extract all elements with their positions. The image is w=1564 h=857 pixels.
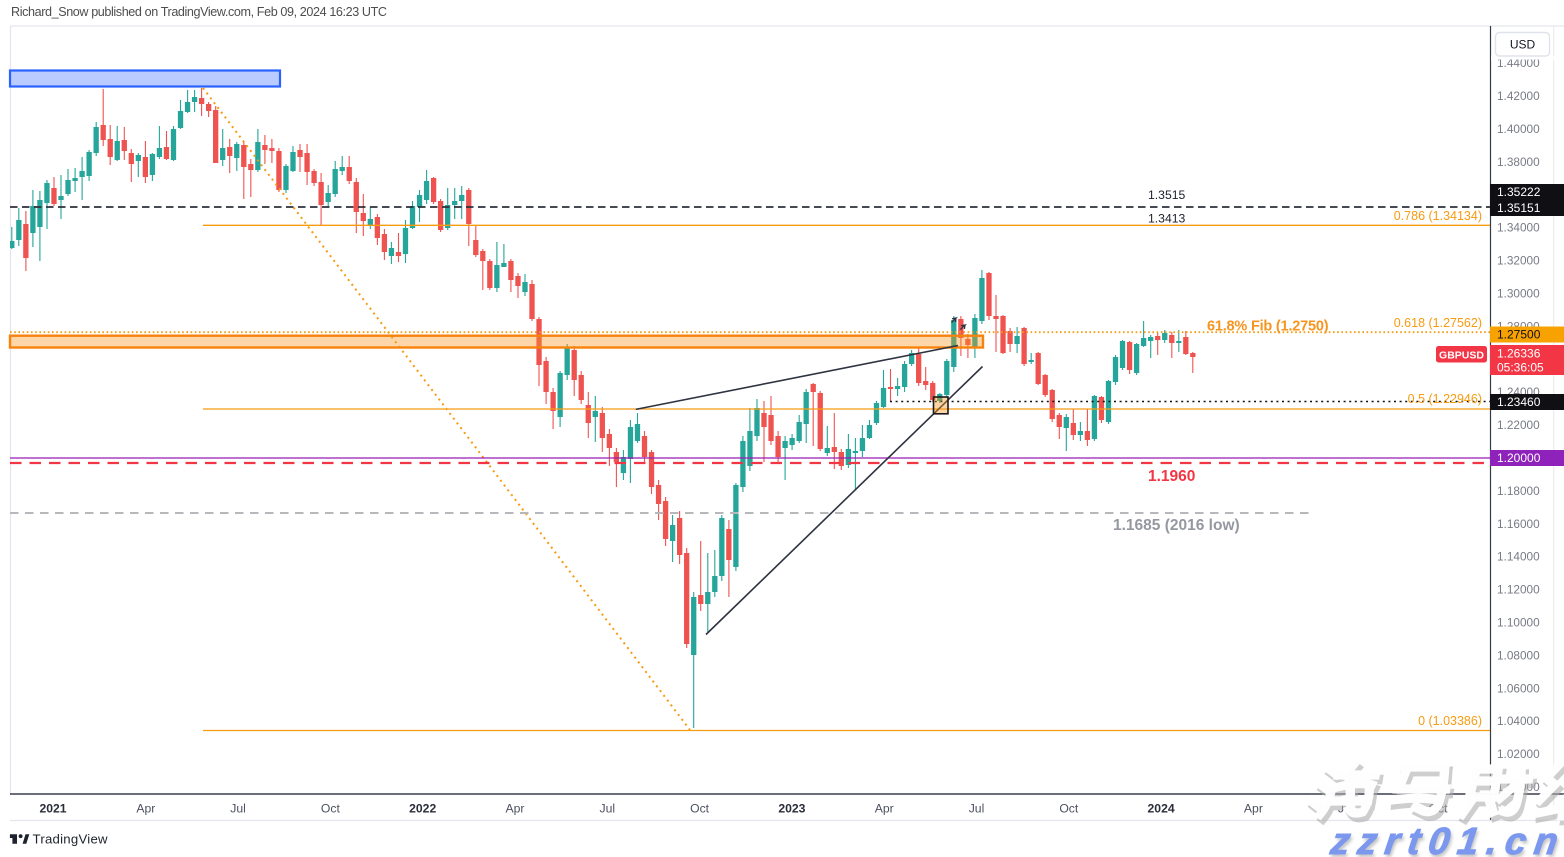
svg-text:1.16000: 1.16000 — [1497, 517, 1540, 531]
svg-text:Jul: Jul — [600, 802, 616, 816]
svg-text:1.23460: 1.23460 — [1497, 395, 1541, 409]
svg-text:1.14000: 1.14000 — [1497, 550, 1540, 564]
svg-text:Apr: Apr — [136, 802, 155, 816]
svg-text:1.3515: 1.3515 — [1148, 188, 1185, 202]
svg-text:1.02000: 1.02000 — [1497, 747, 1540, 761]
svg-text:2024: 2024 — [1148, 802, 1175, 816]
svg-text:61.8% Fib (1.2750): 61.8% Fib (1.2750) — [1207, 319, 1329, 335]
svg-text:1.35151: 1.35151 — [1497, 201, 1541, 215]
svg-text:1.30000: 1.30000 — [1497, 287, 1540, 301]
svg-text:0 (1.03386): 0 (1.03386) — [1418, 714, 1482, 728]
svg-text:2023: 2023 — [778, 802, 805, 816]
svg-text:Oct: Oct — [690, 802, 710, 816]
svg-text:1.1685 (2016 low): 1.1685 (2016 low) — [1113, 517, 1240, 534]
svg-text:1.10000: 1.10000 — [1497, 616, 1540, 630]
svg-text:1.1960: 1.1960 — [1148, 468, 1195, 485]
svg-text:Apr: Apr — [1244, 802, 1263, 816]
svg-text:Jul: Jul — [969, 802, 985, 816]
svg-text:Apr: Apr — [506, 802, 525, 816]
svg-text:0.786 (1.34134): 0.786 (1.34134) — [1394, 209, 1482, 223]
svg-text:2022: 2022 — [409, 802, 436, 816]
svg-text:1.42000: 1.42000 — [1497, 89, 1540, 103]
svg-text:TradingView: TradingView — [33, 832, 109, 847]
svg-text:Jul: Jul — [230, 802, 246, 816]
svg-text:0.618 (1.27562): 0.618 (1.27562) — [1394, 316, 1482, 330]
svg-text:Apr: Apr — [875, 802, 894, 816]
svg-text:2021: 2021 — [39, 802, 66, 816]
svg-text:1.22000: 1.22000 — [1497, 418, 1540, 432]
svg-text:1.20000: 1.20000 — [1497, 451, 1541, 465]
svg-text:Oct: Oct — [321, 802, 341, 816]
svg-text:1.06000: 1.06000 — [1497, 681, 1540, 695]
svg-text:1.3413: 1.3413 — [1148, 212, 1185, 226]
svg-text:1.34000: 1.34000 — [1497, 221, 1540, 235]
svg-text:1.32000: 1.32000 — [1497, 254, 1540, 268]
svg-text:1.18000: 1.18000 — [1497, 484, 1540, 498]
svg-text:1.04000: 1.04000 — [1497, 714, 1540, 728]
svg-text:Oct: Oct — [1059, 802, 1079, 816]
svg-text:USD: USD — [1510, 38, 1536, 52]
svg-text:1.26336: 1.26336 — [1497, 347, 1541, 361]
svg-text:1.44000: 1.44000 — [1497, 56, 1540, 70]
svg-text:1.35222: 1.35222 — [1497, 185, 1541, 199]
svg-text:1.38000: 1.38000 — [1497, 155, 1540, 169]
svg-text:GBPUSD: GBPUSD — [1439, 350, 1484, 362]
svg-text:05:36:05: 05:36:05 — [1497, 361, 1544, 375]
svg-text:1.08000: 1.08000 — [1497, 648, 1540, 662]
svg-text:0.5 (1.22946): 0.5 (1.22946) — [1408, 392, 1482, 406]
svg-text:1.40000: 1.40000 — [1497, 122, 1540, 136]
svg-text:1.27500: 1.27500 — [1497, 328, 1541, 342]
svg-text:1.12000: 1.12000 — [1497, 583, 1540, 597]
